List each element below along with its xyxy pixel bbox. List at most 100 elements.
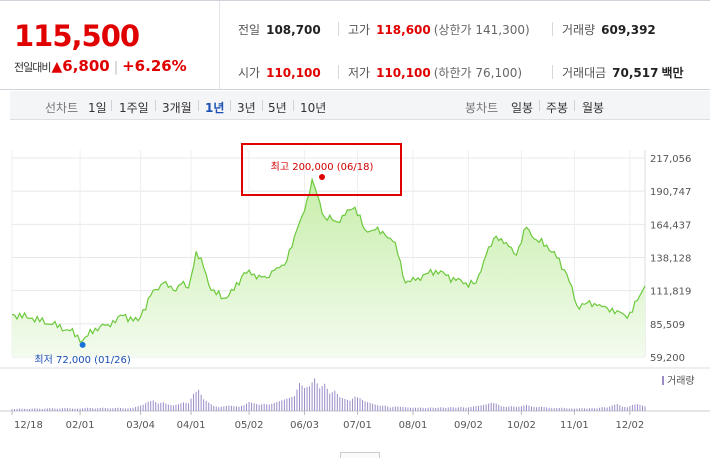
volume-bar: [589, 408, 591, 411]
volume-bar: [230, 405, 232, 411]
volume-bar: [210, 404, 212, 411]
volume-bar: [523, 405, 525, 411]
volume-bar: [420, 407, 422, 411]
volume-bar: [558, 407, 560, 411]
candle-daily[interactable]: 일봉: [511, 101, 534, 115]
candle-weekly[interactable]: 주봉: [546, 101, 569, 115]
volume-bar: [258, 404, 260, 411]
bottom-handle[interactable]: [340, 452, 380, 458]
stat-high: 고가 118,600 (상한가 141,300): [348, 21, 530, 38]
volume-bar: [389, 407, 391, 411]
high-label: 최고 200,000 (06/18): [271, 161, 374, 173]
volume-bar: [604, 407, 606, 411]
divider: [539, 100, 540, 111]
stat-unit: 백만: [661, 66, 684, 80]
volume-bar: [626, 407, 628, 411]
volume-bar: [74, 408, 76, 411]
volume-bar: [354, 396, 356, 411]
volume-bar: [109, 408, 111, 411]
volume-bar: [437, 407, 439, 411]
volume-bar: [193, 393, 195, 411]
volume-bar: [435, 408, 437, 411]
volume-bar: [102, 407, 104, 411]
volume-bar: [54, 408, 56, 411]
divider: [338, 65, 339, 79]
volume-bar: [485, 404, 487, 411]
volume-bar: [599, 407, 601, 411]
volume-bar: [266, 404, 268, 411]
volume-bar: [447, 407, 449, 411]
price-change: 전일대비▲6,800 | +6.26%: [14, 57, 187, 75]
volume-bar: [44, 408, 46, 411]
volume-bar: [246, 403, 248, 411]
volume-bar: [251, 402, 253, 411]
volume-bar: [321, 386, 323, 411]
volume-bar: [639, 404, 641, 411]
stat-value: 609,392: [601, 23, 656, 37]
volume-bar: [341, 398, 343, 411]
volume-bar: [377, 405, 379, 411]
volume-bar: [89, 408, 91, 411]
line-chart-label: 선차트: [45, 101, 79, 115]
volume-bar: [324, 383, 326, 411]
volume-bar: [404, 407, 406, 411]
volume-bar: [261, 404, 263, 411]
volume-bar: [185, 402, 187, 411]
volume-bar: [137, 406, 139, 411]
period-10y[interactable]: 10년: [300, 101, 327, 115]
divider: [338, 22, 339, 36]
volume-bar: [177, 404, 179, 411]
volume-bar: [399, 406, 401, 411]
x-tick-label: 09/02: [454, 420, 483, 431]
volume-bar: [59, 408, 61, 411]
volume-bar: [596, 408, 598, 411]
x-axis: 12/18 02/01 03/04 04/01 05/02 06/03 07/01 08/01…: [11, 411, 644, 431]
volume-bar: [160, 402, 162, 411]
volume-bar: [69, 408, 71, 411]
period-1y[interactable]: 1년: [205, 101, 225, 115]
volume-bar: [200, 394, 202, 411]
volume-bar: [182, 402, 184, 411]
volume-bar: [132, 407, 134, 411]
period-3y[interactable]: 3년: [237, 101, 256, 115]
volume-bar: [520, 406, 522, 411]
period-1w[interactable]: 1주일: [119, 101, 149, 115]
volume-bar: [488, 403, 490, 411]
volume-bar: [581, 408, 583, 411]
volume-bar: [296, 389, 298, 411]
volume-bar: [286, 398, 288, 411]
volume-bar: [213, 406, 215, 411]
volume-bar: [150, 401, 152, 411]
volume-bar: [611, 405, 613, 411]
volume-bar: [51, 408, 53, 411]
volume-bar: [568, 408, 570, 411]
divider: [552, 22, 553, 36]
volume-bar: [518, 406, 520, 411]
candle-monthly[interactable]: 월봉: [582, 101, 605, 115]
volume-bar: [336, 393, 338, 411]
volume-bar: [165, 403, 167, 411]
volume-bar: [167, 404, 169, 411]
divider: [230, 100, 231, 111]
volume-bar: [331, 392, 333, 411]
volume-bar: [430, 407, 432, 411]
volume-legend-swatch: [662, 376, 664, 385]
volume-bar: [291, 396, 293, 411]
period-3m[interactable]: 3개월: [162, 101, 192, 115]
x-tick-label: 08/01: [399, 420, 428, 431]
volume-bar: [334, 390, 336, 411]
volume-bar: [170, 405, 172, 411]
volume-bar: [372, 403, 374, 411]
stat-label: 거래대금: [562, 66, 607, 80]
volume-bar: [346, 399, 348, 411]
volume-bar: [293, 396, 295, 411]
volume-bar: [556, 408, 558, 411]
volume-bar: [306, 387, 308, 411]
volume-bar: [122, 408, 124, 411]
volume-bar: [634, 404, 636, 411]
period-5y[interactable]: 5년: [268, 101, 287, 115]
volume-bar: [631, 404, 633, 411]
y-tick-label: 190,747: [650, 187, 691, 198]
period-1d[interactable]: 1일: [88, 101, 107, 115]
stat-volume: 거래량 609,392: [562, 21, 656, 38]
